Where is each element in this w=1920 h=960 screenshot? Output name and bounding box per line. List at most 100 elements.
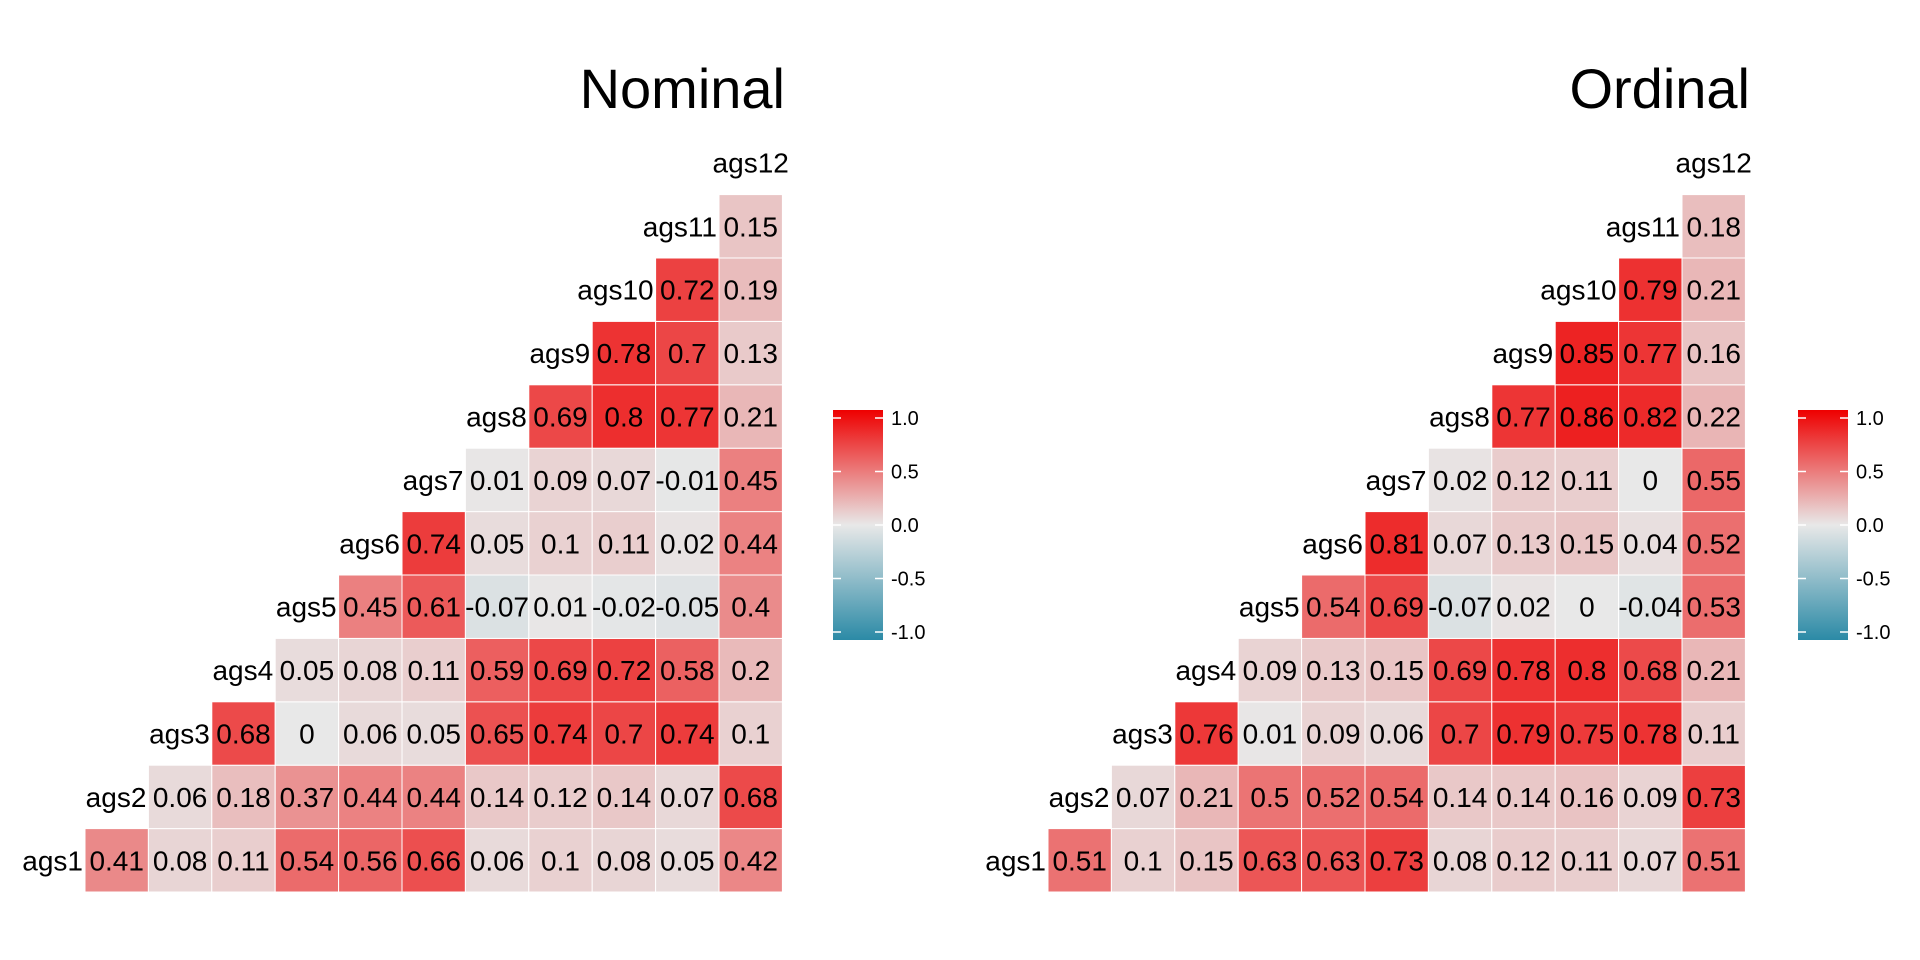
heatmap-cell [274, 828, 340, 893]
variable-label: ags3 [149, 719, 210, 750]
heatmap-cell [718, 384, 783, 449]
cell-value-label: 0.1 [541, 528, 580, 559]
heatmap-cell [1681, 194, 1746, 259]
cell-value-label: -0.02 [592, 592, 656, 623]
cell-value-label: 0.7 [668, 338, 707, 369]
variable-label: ags3 [1112, 719, 1173, 750]
heatmap-cell [1364, 511, 1429, 576]
variable-label: ags10 [577, 275, 653, 306]
variable-label: ags11 [1606, 211, 1680, 242]
cell-value-label: -0.07 [1428, 592, 1492, 623]
heatmap-cell [401, 574, 466, 639]
cell-value-label: 0.52 [1686, 528, 1741, 559]
heatmap-cell [591, 828, 657, 893]
heatmap-panel-ordinal: Ordinal 0.51 0.1 0.15 0.63 0.63 0.73 0.08 0.12 0.… [985, 57, 1890, 893]
cell-value-label: 0.77 [1496, 402, 1551, 433]
cell-value-label: 0.12 [533, 782, 588, 813]
cell-value-label: 0.8 [604, 402, 643, 433]
heatmap-cell [401, 511, 466, 576]
variable-label: ags11 [643, 211, 717, 242]
heatmap-cell [528, 447, 593, 513]
cell-value-label: 0.02 [1496, 592, 1551, 623]
cell-value-label: 0.72 [597, 655, 652, 686]
heatmap-cell [464, 828, 530, 893]
heatmap-cell [591, 511, 657, 576]
heatmap-cell [401, 764, 466, 830]
variable-label: ags12 [1676, 148, 1752, 179]
cell-value-label: 0.16 [1560, 782, 1615, 813]
cell-value-label: 0.08 [1433, 845, 1488, 876]
cell-value-label: 0.78 [597, 338, 652, 369]
cell-value-label: 0.05 [660, 845, 715, 876]
heatmap-cell [1681, 764, 1746, 830]
heatmap-cell [718, 637, 783, 703]
heatmap-cell [401, 701, 466, 766]
variable-label: ags5 [276, 592, 337, 623]
chart-title: Ordinal [1569, 57, 1750, 120]
cell-value-label: 0.73 [1369, 845, 1424, 876]
heatmap-cell [1427, 511, 1493, 576]
cell-value-label: 0.76 [1179, 719, 1234, 750]
heatmap-cell [1491, 637, 1556, 703]
variable-label: ags6 [1302, 528, 1363, 559]
variable-label: ags9 [1492, 338, 1553, 369]
cell-value-label: 0.18 [216, 782, 271, 813]
heatmap-cell [591, 764, 657, 830]
cell-value-label: 0.78 [1496, 655, 1551, 686]
cell-value-label: 0.15 [1560, 528, 1615, 559]
heatmap-cell [1681, 257, 1746, 322]
legend-tick-label: -1.0 [1856, 622, 1890, 644]
cell-value-label: 0.44 [406, 782, 461, 813]
heatmap-cell [1364, 828, 1429, 893]
cell-value-label: 0.07 [1623, 845, 1678, 876]
heatmap-cell [1491, 574, 1556, 639]
cell-value-label: 0.52 [1306, 782, 1361, 813]
heatmap-cell [1491, 764, 1556, 830]
heatmap-cell [1301, 828, 1366, 893]
cell-value-label: 0.11 [598, 528, 650, 559]
heatmap-cell [1364, 701, 1429, 766]
cell-value-label: 0 [1579, 592, 1595, 623]
cell-value-label: 0.07 [660, 782, 715, 813]
cell-value-label: 0.06 [343, 719, 398, 750]
variable-label: ags10 [1540, 275, 1616, 306]
legend-colorbar [833, 410, 883, 640]
heatmap-cell [528, 828, 593, 893]
heatmap-cell [1301, 701, 1366, 766]
cell-value-label: 0.77 [660, 402, 715, 433]
heatmap-cell [1110, 764, 1176, 830]
cell-value-label: 0.74 [406, 528, 461, 559]
heatmap-cell [1618, 764, 1683, 830]
cell-value-label: 0.09 [1306, 719, 1361, 750]
cell-value-label: 0.63 [1243, 845, 1298, 876]
heatmap-cell [1681, 637, 1746, 703]
cell-value-label: 0.58 [660, 655, 715, 686]
heatmap-cell [1174, 701, 1239, 766]
cell-value-label: 0.68 [1623, 655, 1678, 686]
heatmap-cell [1427, 637, 1493, 703]
heatmap-cell [718, 257, 783, 322]
cell-value-label: 0.68 [216, 719, 271, 750]
variable-label: ags1 [985, 845, 1046, 876]
cell-value-label: -0.07 [465, 592, 529, 623]
heatmap-cell [528, 764, 593, 830]
cell-value-label: 0.11 [1561, 465, 1613, 496]
heatmap-cell [718, 320, 783, 386]
cell-value-label: 0.86 [1560, 402, 1615, 433]
heatmap-cell [655, 764, 720, 830]
heatmap-cell [591, 701, 657, 766]
cell-value-label: 0.01 [1243, 719, 1298, 750]
cell-value-label: 0.22 [1686, 402, 1741, 433]
cell-value-label: 0.08 [343, 655, 398, 686]
cell-value-label: 0.79 [1496, 719, 1551, 750]
cell-value-label: 0.5 [1250, 782, 1289, 813]
heatmap-cell [1681, 320, 1746, 386]
cell-value-label: 0.06 [470, 845, 525, 876]
heatmap-cell [655, 511, 720, 576]
heatmap-cell [655, 701, 720, 766]
heatmap-cell [1237, 828, 1303, 893]
heatmap-cell [1427, 447, 1493, 513]
heatmap-cell [655, 257, 720, 322]
variable-label: ags8 [466, 402, 527, 433]
cell-value-label: 0.69 [1433, 655, 1488, 686]
